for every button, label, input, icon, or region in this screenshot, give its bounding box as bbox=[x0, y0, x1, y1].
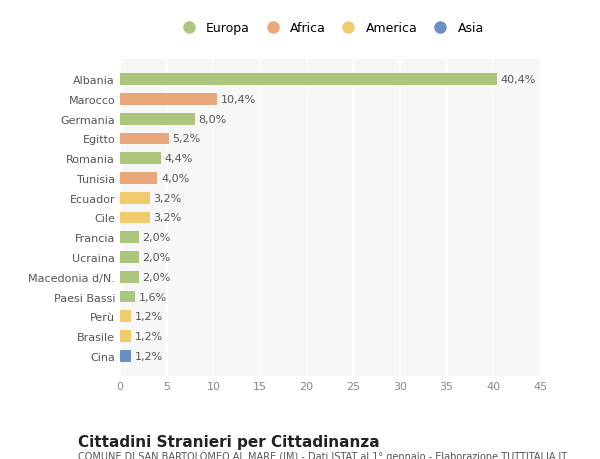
Legend: Europa, Africa, America, Asia: Europa, Africa, America, Asia bbox=[172, 18, 488, 39]
Bar bbox=[120, 94, 217, 106]
Bar bbox=[120, 232, 139, 244]
Text: 1,2%: 1,2% bbox=[135, 331, 163, 341]
Text: 40,4%: 40,4% bbox=[501, 75, 536, 85]
Text: 3,2%: 3,2% bbox=[154, 193, 182, 203]
Text: 1,2%: 1,2% bbox=[135, 312, 163, 322]
Text: 5,2%: 5,2% bbox=[172, 134, 200, 144]
Text: 8,0%: 8,0% bbox=[199, 114, 227, 124]
Text: 10,4%: 10,4% bbox=[221, 95, 256, 105]
Text: 1,2%: 1,2% bbox=[135, 351, 163, 361]
Bar bbox=[120, 252, 139, 263]
Text: 4,4%: 4,4% bbox=[165, 154, 193, 164]
Text: Cittadini Stranieri per Cittadinanza: Cittadini Stranieri per Cittadinanza bbox=[78, 434, 380, 449]
Text: 4,0%: 4,0% bbox=[161, 174, 190, 184]
Bar bbox=[120, 192, 150, 204]
Bar bbox=[120, 311, 131, 323]
Bar bbox=[120, 113, 194, 125]
Bar bbox=[120, 74, 497, 86]
Text: COMUNE DI SAN BARTOLOMEO AL MARE (IM) - Dati ISTAT al 1° gennaio - Elaborazione : COMUNE DI SAN BARTOLOMEO AL MARE (IM) - … bbox=[78, 451, 567, 459]
Bar bbox=[120, 350, 131, 362]
Bar bbox=[120, 212, 150, 224]
Text: 3,2%: 3,2% bbox=[154, 213, 182, 223]
Bar bbox=[120, 271, 139, 283]
Bar bbox=[120, 133, 169, 145]
Bar bbox=[120, 291, 135, 303]
Text: 2,0%: 2,0% bbox=[142, 272, 170, 282]
Bar bbox=[120, 330, 131, 342]
Text: 2,0%: 2,0% bbox=[142, 252, 170, 263]
Text: 1,6%: 1,6% bbox=[139, 292, 167, 302]
Bar bbox=[120, 153, 161, 165]
Text: 2,0%: 2,0% bbox=[142, 233, 170, 243]
Bar bbox=[120, 173, 157, 185]
